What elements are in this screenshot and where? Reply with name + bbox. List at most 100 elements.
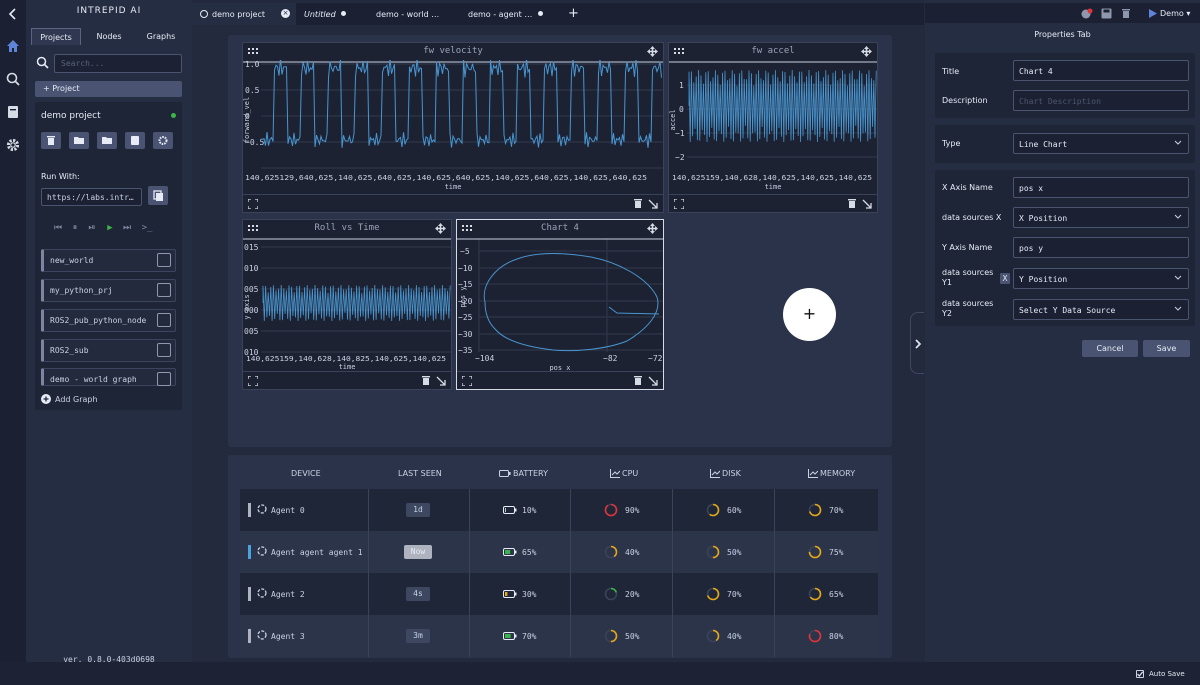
graph-checkbox[interactable] [157, 283, 171, 297]
grid-handle-icon[interactable] [248, 48, 258, 58]
resize-icon[interactable] [648, 199, 658, 211]
graph-checkbox[interactable] [157, 253, 171, 267]
new-tab-button[interactable]: + [568, 6, 579, 21]
expand-icon[interactable] [461, 375, 473, 388]
play-icon[interactable]: ▶ [107, 223, 113, 233]
graph-checkbox[interactable] [157, 372, 171, 386]
ds-y1-select[interactable]: Y Position [1013, 268, 1189, 289]
type-group: Type Line Chart [935, 125, 1195, 163]
tab-nodes[interactable]: Nodes [96, 32, 122, 41]
y-axis-input[interactable]: pos y [1013, 237, 1189, 258]
chart-card-fw-velocity[interactable]: fw velocity 1.0 0.5 0 −0.5 forward_vel 140,… [242, 42, 664, 213]
search-input[interactable]: Search... [54, 54, 182, 73]
user-menu[interactable]: Demo ▾ [1160, 9, 1190, 18]
chart-footer [457, 371, 663, 389]
open-folder-button[interactable] [69, 132, 89, 149]
home-icon[interactable] [5, 38, 21, 54]
clear-y1-button[interactable]: X [1000, 273, 1010, 284]
graph-item[interactable]: ROS2_pub_python_node [41, 309, 176, 332]
version-label: ver. 0.8.0-403d0698 [63, 655, 155, 664]
chart-card-chart-4[interactable]: Chart 4 −5 −10 −15 −20 −25 −30 −35 pos y −104−… [456, 219, 664, 390]
trash-icon[interactable] [633, 198, 643, 211]
gear-icon[interactable] [5, 137, 21, 153]
clipboard-button[interactable] [125, 132, 145, 149]
expand-icon[interactable] [247, 198, 259, 211]
x-axis-input[interactable]: pos x [1013, 177, 1189, 198]
table-row[interactable]: Agent 2 4s 30% 20% 70% 65% [240, 573, 878, 615]
step-icon[interactable]: ⏯ [88, 223, 96, 233]
grid-handle-icon[interactable] [674, 48, 684, 58]
type-select[interactable]: Line Chart [1013, 133, 1189, 154]
tab-demo-agent[interactable]: demo - agent … [460, 3, 560, 25]
trash-icon[interactable] [1121, 8, 1131, 21]
graph-item[interactable]: demo - world graph [41, 368, 176, 386]
resize-icon[interactable] [648, 376, 658, 388]
description-input[interactable]: Chart Description [1013, 90, 1189, 111]
last-seen-badge: 4s [406, 587, 430, 601]
chart-plot: −5 −10 −15 −20 −25 −30 −35 pos y −104 −82 −72 po… [457, 238, 663, 372]
table-row[interactable]: Agent 3 3m 70% 50% 40% 80% [240, 615, 878, 657]
tab-graphs[interactable]: Graphs [146, 32, 176, 41]
y-tick: −10 [458, 264, 473, 273]
move-icon[interactable] [647, 46, 658, 59]
search-icon[interactable] [5, 71, 21, 87]
add-graph-button[interactable]: Add Graph [55, 395, 98, 404]
skip-back-icon[interactable]: ⏮ [53, 223, 63, 233]
close-icon[interactable]: × [281, 9, 290, 18]
tab-projects[interactable]: Projects [31, 28, 81, 45]
col-divider [469, 573, 470, 615]
collapse-panel-button[interactable] [910, 312, 924, 374]
tab-demo-world[interactable]: demo - world … [368, 3, 460, 25]
add-chart-button[interactable]: + [783, 288, 836, 341]
ds-x-select[interactable]: X Position [1013, 207, 1189, 228]
fast-forward-icon[interactable]: ⏭ [122, 223, 132, 233]
cancel-button[interactable]: Cancel [1082, 340, 1138, 357]
book-icon[interactable] [5, 104, 21, 120]
delete-project-button[interactable] [41, 132, 61, 149]
title-input[interactable]: Chart 4 [1013, 60, 1189, 81]
y-tick: 000 [244, 306, 259, 315]
tab-untitled[interactable]: Untitled [296, 3, 366, 25]
tab-demo-project[interactable]: demo project × [192, 3, 296, 25]
add-project-button[interactable]: + Project [35, 81, 182, 97]
graph-checkbox[interactable] [157, 313, 171, 327]
project-name: demo project [41, 111, 101, 121]
move-icon[interactable] [435, 223, 446, 236]
table-row[interactable]: Agent 0 1d 10% 90% 60% 70% [240, 489, 878, 531]
settings-button[interactable] [153, 132, 173, 149]
auto-save-checkbox[interactable] [1136, 670, 1144, 678]
move-icon[interactable] [647, 223, 658, 236]
graph-item[interactable]: my_python_prj [41, 279, 176, 302]
add-graph-icon[interactable] [41, 394, 51, 406]
trash-icon[interactable] [633, 375, 643, 388]
chart-card-roll-vs-time[interactable]: Roll vs Time 015 010 005 000 005 010 y axis 1… [242, 219, 452, 390]
table-row[interactable]: Agent agent agent 1 Now 65% 40% 50% 75% [240, 531, 878, 573]
expand-icon[interactable] [247, 375, 259, 388]
expand-icon[interactable] [673, 198, 685, 211]
terminal-icon[interactable]: >_ [141, 223, 153, 233]
folder-button[interactable] [97, 132, 117, 149]
grid-handle-icon[interactable] [248, 225, 258, 235]
back-icon[interactable] [5, 6, 21, 22]
trash-icon[interactable] [847, 198, 857, 211]
tab-label: demo - agent … [468, 10, 533, 19]
run-url-field[interactable]: https://labs.intr… [41, 188, 142, 206]
auto-save-label: Auto Save [1149, 670, 1185, 678]
save-button[interactable]: Save [1143, 340, 1190, 357]
chart-title: Chart 4 [541, 223, 579, 233]
trash-icon[interactable] [421, 375, 431, 388]
chart-card-fw-accel[interactable]: fw accel 1 0 −1 −2 accel 140,625159,140,628… [668, 42, 878, 213]
ds-y2-select[interactable]: Select Y Data Source [1013, 299, 1189, 320]
resize-icon[interactable] [862, 199, 872, 211]
graph-item[interactable]: new_world [41, 249, 176, 272]
pause-icon[interactable]: ⏸ [72, 223, 78, 233]
move-icon[interactable] [861, 46, 872, 59]
save-icon[interactable] [1101, 8, 1112, 21]
graph-checkbox[interactable] [157, 343, 171, 357]
graph-item[interactable]: ROS2_sub [41, 339, 176, 362]
grid-handle-icon[interactable] [462, 225, 472, 235]
y-tick: 010 [244, 348, 259, 357]
copy-url-button[interactable] [148, 186, 168, 205]
resize-icon[interactable] [436, 376, 446, 388]
notification-icon[interactable] [1081, 8, 1093, 22]
